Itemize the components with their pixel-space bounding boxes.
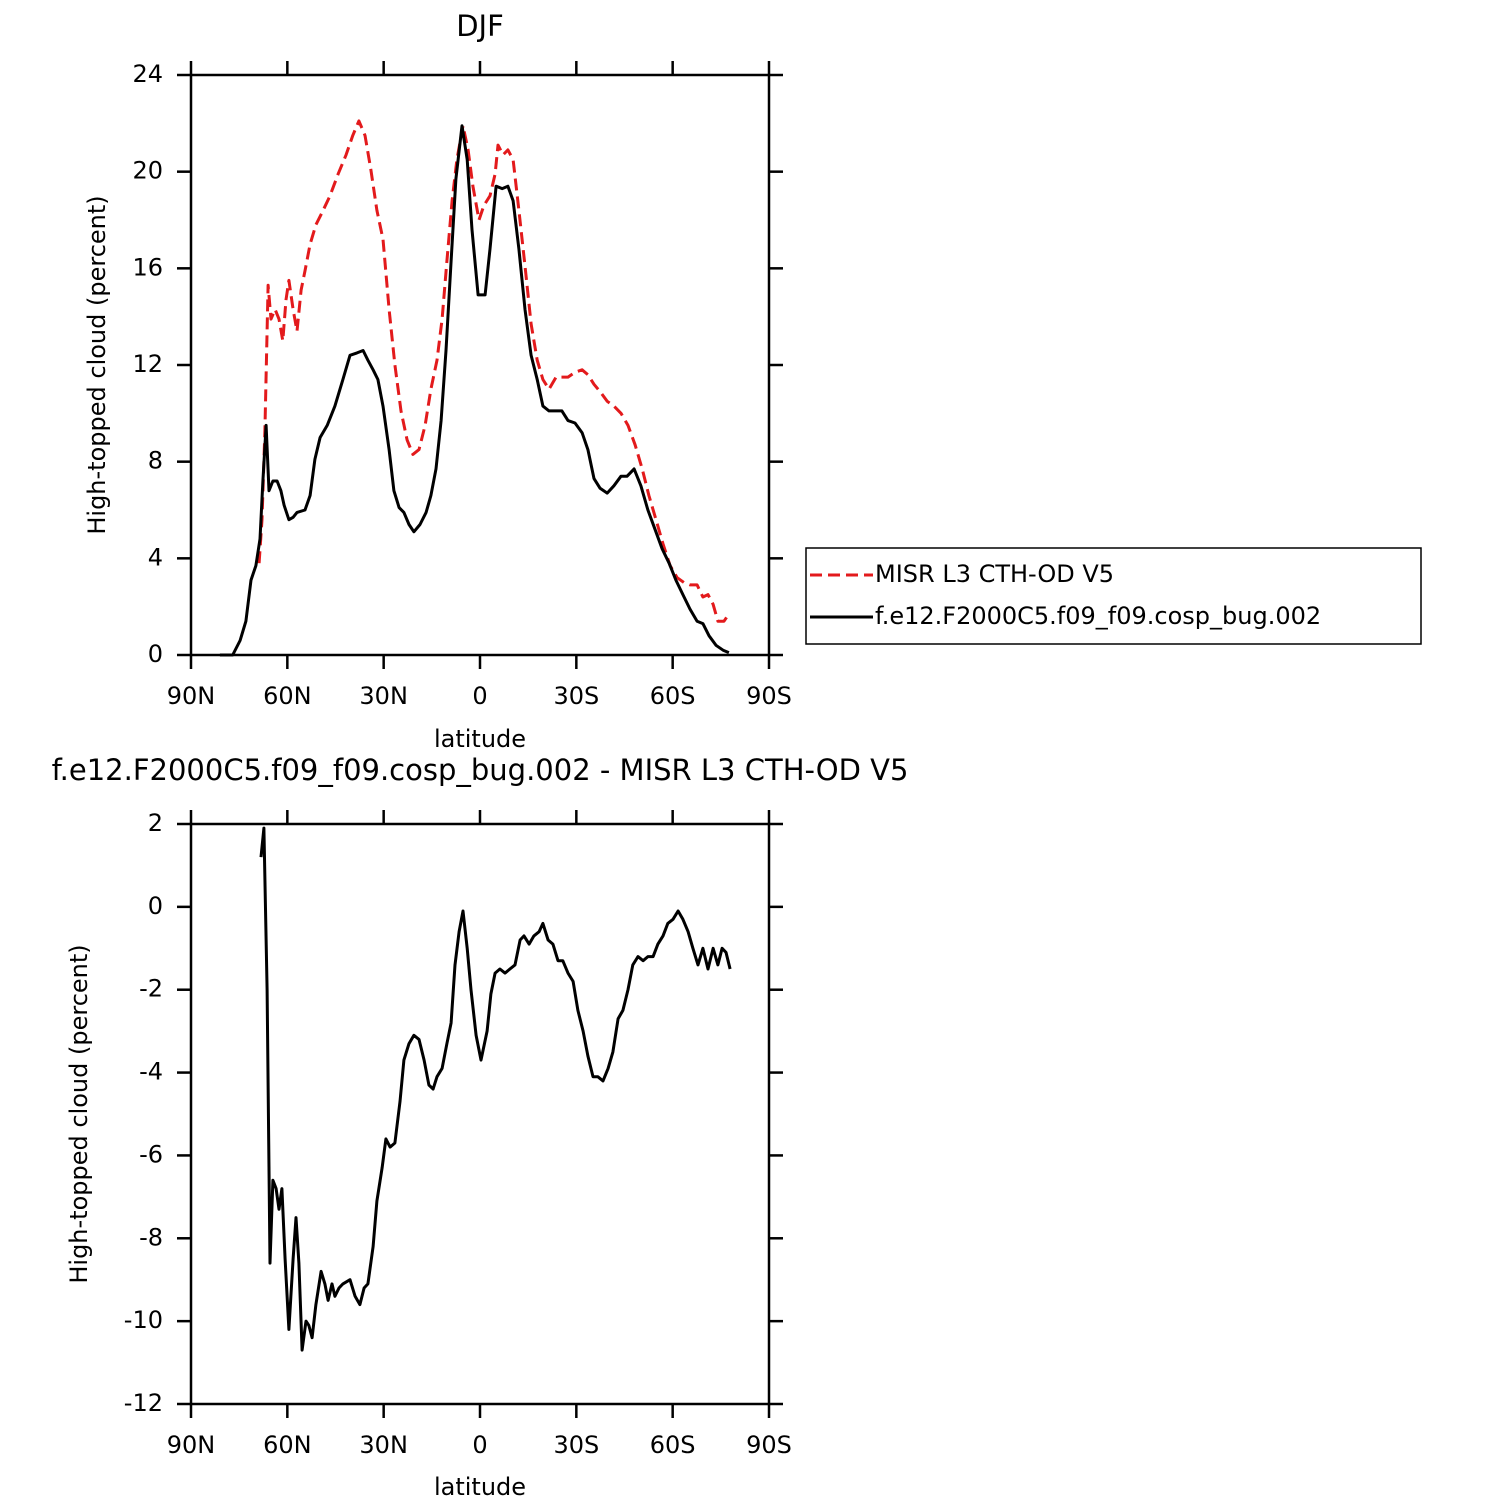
y-tick-label: -12 [124, 1389, 163, 1417]
y-tick-label: 20 [132, 157, 163, 185]
y-tick-label: 0 [148, 640, 163, 668]
y-axis-label: High-topped cloud (percent) [83, 195, 111, 534]
x-tick-label: 60N [263, 1431, 312, 1459]
chart-title: f.e12.F2000C5.f09_f09.cosp_bug.002 - MIS… [52, 753, 909, 787]
legend-label: MISR L3 CTH-OD V5 [875, 560, 1114, 588]
x-tick-label: 60N [263, 682, 312, 710]
x-tick-label: 60S [650, 1431, 696, 1459]
y-tick-label: 12 [132, 350, 163, 378]
y-tick-label: -4 [139, 1058, 163, 1086]
data-line [259, 826, 732, 1352]
y-tick-label: 4 [148, 543, 163, 571]
x-tick-label: 30N [359, 682, 408, 710]
data-line [219, 124, 730, 657]
x-tick-label: 0 [472, 682, 487, 710]
y-tick-label: 8 [148, 447, 163, 475]
y-tick-label: -10 [124, 1306, 163, 1334]
plot-frame [189, 73, 771, 657]
y-tick-label: 24 [132, 60, 163, 88]
y-tick-label: -8 [139, 1223, 163, 1251]
x-tick-label: 30S [553, 1431, 599, 1459]
x-tick-label: 30S [553, 682, 599, 710]
y-tick-label: 16 [132, 253, 163, 281]
x-tick-label: 90S [746, 1431, 792, 1459]
chart-title: DJF [456, 9, 504, 43]
legend: MISR L3 CTH-OD V5 f.e12.F2000C5.f09_f09.c… [805, 547, 1422, 645]
legend-label: f.e12.F2000C5.f09_f09.cosp_bug.002 [875, 602, 1321, 630]
x-tick-label: 90S [746, 682, 792, 710]
x-axis-label: latitude [434, 1473, 526, 1501]
x-tick-label: 90N [167, 682, 216, 710]
y-tick-label: -6 [139, 1140, 163, 1168]
x-axis-label: latitude [434, 725, 526, 753]
plot-frame [189, 822, 771, 1406]
x-tick-label: 60S [650, 682, 696, 710]
y-tick-label: 2 [148, 809, 163, 837]
x-tick-label: 90N [167, 1431, 216, 1459]
y-axis-label: High-topped cloud (percent) [65, 944, 93, 1283]
x-tick-label: 30N [359, 1431, 408, 1459]
data-line [257, 119, 731, 623]
legend-box [805, 547, 1422, 645]
y-tick-label: 0 [148, 892, 163, 920]
y-tick-label: -2 [139, 975, 163, 1003]
x-tick-label: 0 [472, 1431, 487, 1459]
